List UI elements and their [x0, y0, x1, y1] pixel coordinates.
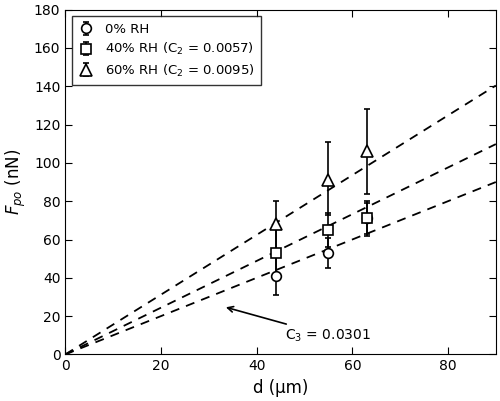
- Y-axis label: $F_{po}$ (nN): $F_{po}$ (nN): [4, 149, 28, 215]
- Text: C$_3$ = 0.0301: C$_3$ = 0.0301: [228, 307, 372, 344]
- Legend: 0% RH, 40% RH (C$_2$ = 0.0057), 60% RH (C$_2$ = 0.0095): 0% RH, 40% RH (C$_2$ = 0.0057), 60% RH (…: [72, 16, 261, 85]
- X-axis label: d (μm): d (μm): [253, 379, 308, 397]
